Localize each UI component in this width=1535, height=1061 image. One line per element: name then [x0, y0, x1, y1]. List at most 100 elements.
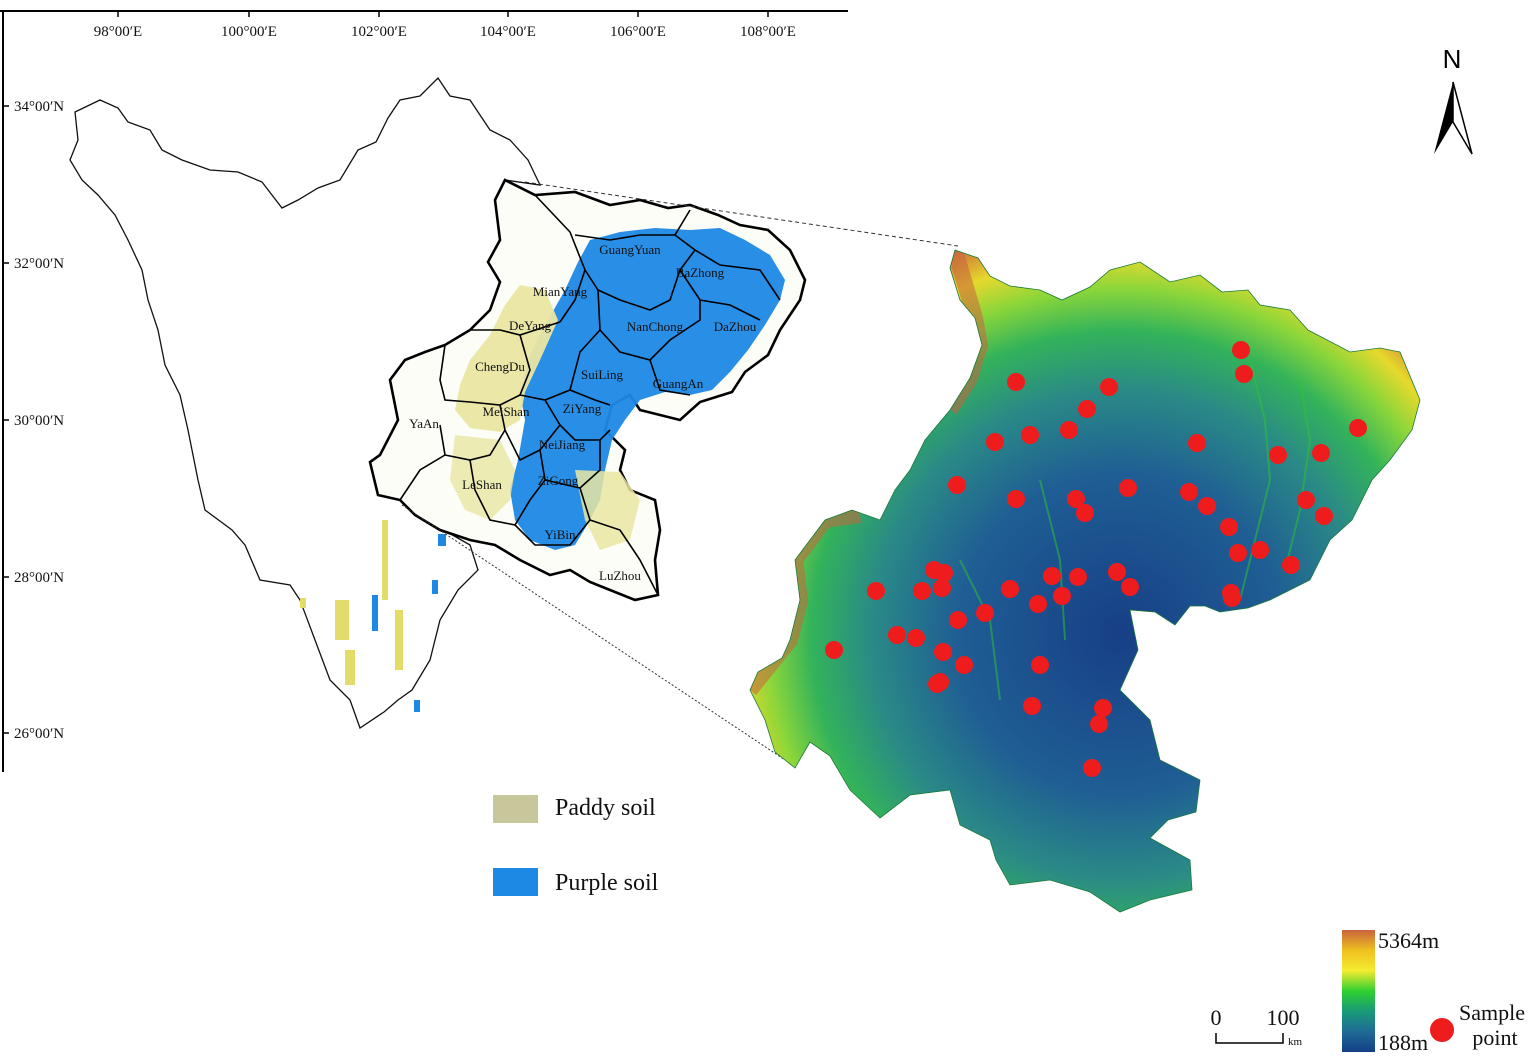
sample-point: [1053, 587, 1071, 605]
sample-point: [1031, 656, 1049, 674]
prefecture-label-zigong: ZiGong: [538, 473, 579, 488]
sample-point: [935, 564, 953, 582]
elevation-legend: 5364m 188m: [1342, 928, 1439, 1055]
prefecture-label-yibin: YiBin: [544, 527, 576, 542]
scale-start: 0: [1211, 1005, 1222, 1030]
sample-point: [1069, 568, 1087, 586]
scale-unit: km: [1288, 1036, 1303, 1048]
sample-point: [933, 579, 951, 597]
sample-point: [1108, 563, 1126, 581]
soil-legend: Paddy soil Purple soil: [493, 795, 659, 896]
sample-label-line1: Sample: [1459, 1000, 1525, 1025]
sample-point: [867, 582, 885, 600]
longitude-tick-label: 108°00′E: [740, 24, 796, 40]
sample-point: [1188, 434, 1206, 452]
sample-point: [1198, 497, 1216, 515]
latitude-tick-label: 32°00′N: [14, 256, 64, 272]
longitude-tick-label: 104°00′E: [480, 24, 536, 40]
map-frame: [0, 10, 848, 772]
sample-label-line2: point: [1472, 1025, 1517, 1050]
prefecture-label-guangyuan: GuangYuan: [599, 242, 661, 257]
elevation-min-label: 188m: [1378, 1030, 1428, 1055]
sample-point: [1315, 507, 1333, 525]
sample-point: [1232, 341, 1250, 359]
prefecture-label-ziyang: ZiYang: [563, 401, 602, 416]
sample-legend: Sample point: [1430, 1000, 1525, 1050]
paddy-soil-patches: [300, 520, 403, 685]
scale-end: 100: [1267, 1005, 1300, 1030]
sample-point: [1060, 421, 1078, 439]
longitude-tick-label: 102°00′E: [351, 24, 407, 40]
sample-point: [1029, 595, 1047, 613]
longitude-ticks: 98°00′E 100°00′E 102°00′E 104°00′E 106°00′E 1…: [94, 11, 796, 40]
sample-point: [949, 611, 967, 629]
sample-point: [1067, 490, 1085, 508]
prefecture-label-guangan: GuangAn: [653, 376, 704, 391]
sample-point: [1007, 373, 1025, 391]
sample-point: [1312, 444, 1330, 462]
sample-point: [1269, 446, 1287, 464]
paddy-soil-area-south: [450, 435, 515, 520]
prefecture-label-dazhou: DaZhou: [714, 319, 757, 334]
sample-point: [825, 641, 843, 659]
inset-connector-bottom: [401, 504, 786, 761]
sample-point: [1229, 544, 1247, 562]
sample-point: [1043, 567, 1061, 585]
prefecture-label-bazhong: BaZhong: [676, 265, 725, 280]
latitude-tick-label: 34°00′N: [14, 99, 64, 115]
sample-point: [986, 433, 1004, 451]
sample-point: [1021, 426, 1039, 444]
sample-point: [1121, 578, 1139, 596]
paddy-soil-area-east: [575, 470, 640, 550]
prefecture-boundaries: [399, 194, 781, 596]
sample-point: [1222, 584, 1240, 602]
sample-point: [934, 643, 952, 661]
longitude-tick-label: 100°00′E: [221, 24, 277, 40]
prefecture-label-luzhou: LuZhou: [599, 568, 641, 583]
prefecture-labels: GuangYuan BaZhong MianYang DeYang NanChong Da…: [409, 242, 757, 583]
basin-outline: [749, 249, 1421, 913]
sample-point: [1023, 697, 1041, 715]
prefecture-label-deyang: DeYang: [509, 318, 552, 333]
elevation-color-bar: [1342, 930, 1375, 1052]
sample-point: [1100, 378, 1118, 396]
north-arrow-label: N: [1443, 44, 1462, 74]
sample-point: [1282, 556, 1300, 574]
prefecture-label-neijiang: NeiJiang: [539, 437, 586, 452]
prefecture-label-chengdu: ChengDu: [475, 359, 525, 374]
sample-point: [1083, 759, 1101, 777]
latitude-tick-label: 28°00′N: [14, 570, 64, 586]
prefecture-label-leshan: LeShan: [462, 477, 502, 492]
sample-point-swatch: [1430, 1018, 1454, 1042]
paddy-soil-label: Paddy soil: [555, 795, 656, 821]
prefecture-label-mianyang: MianYang: [533, 284, 588, 299]
elevation-max-label: 5364m: [1378, 928, 1439, 953]
latitude-tick-label: 30°00′N: [14, 413, 64, 429]
scale-bar: 0 100 km: [1211, 1005, 1303, 1048]
sample-point: [1007, 490, 1025, 508]
prefecture-label-suiling: SuiLing: [581, 367, 623, 382]
prefecture-label-nanchong: NanChong: [627, 319, 684, 334]
sample-point: [931, 673, 949, 691]
inset-connector-top: [524, 181, 959, 247]
sample-point: [948, 476, 966, 494]
purple-soil-patches: [372, 534, 446, 712]
sample-point: [1251, 541, 1269, 559]
sample-point: [888, 626, 906, 644]
sample-point: [1094, 699, 1112, 717]
sample-point: [913, 582, 931, 600]
purple-soil-label: Purple soil: [555, 870, 659, 896]
latitude-tick-label: 26°00′N: [14, 726, 64, 742]
paddy-soil-swatch: [493, 795, 538, 823]
sample-point: [1076, 504, 1094, 522]
longitude-tick-label: 106°00′E: [610, 24, 666, 40]
sample-point: [1297, 491, 1315, 509]
sample-point: [976, 604, 994, 622]
sample-point: [1180, 483, 1198, 501]
purple-soil-area: [510, 228, 785, 550]
north-arrow: N: [1434, 44, 1473, 155]
sample-point: [907, 629, 925, 647]
sample-points: [825, 341, 1367, 777]
